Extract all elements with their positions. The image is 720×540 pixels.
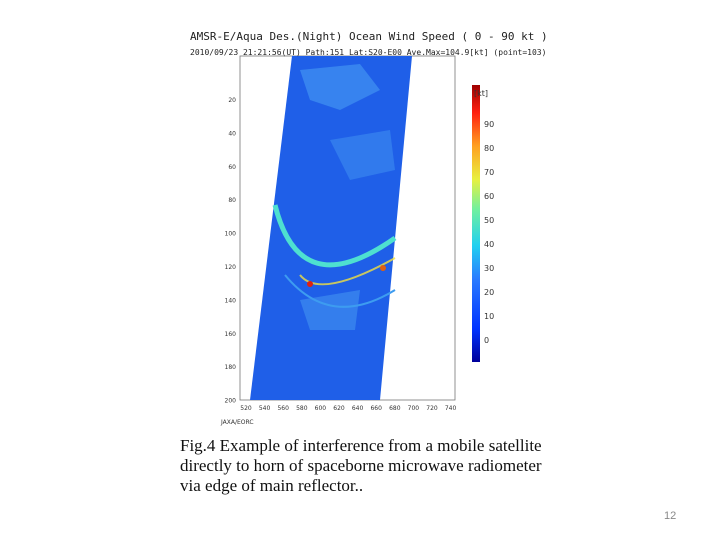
colorbar-label: 70: [484, 168, 494, 177]
caption-line: via edge of main reflector..: [180, 476, 363, 495]
colorbar-unit: [kt]: [474, 89, 488, 98]
colorbar-label: 80: [484, 144, 494, 153]
colorbar-label: 60: [484, 192, 494, 201]
x-tick-label: 600: [315, 405, 327, 412]
colorbar-label: 10: [484, 312, 494, 321]
y-tick-label: 120: [225, 264, 237, 271]
x-tick-label: 580: [296, 405, 308, 412]
page-number: 12: [664, 510, 676, 522]
figure-subtitle: 2010/09/23 21:21:56(UT) Path:151 Lat:S20…: [190, 48, 546, 57]
colorbar-label: 20: [484, 288, 494, 297]
colorbar-label: 0: [484, 336, 489, 345]
x-tick-label: 560: [277, 405, 289, 412]
x-tick-label: 640: [352, 405, 364, 412]
y-tick-label: 40: [228, 130, 236, 137]
y-tick-label: 80: [228, 197, 236, 204]
y-tick-label: 140: [225, 297, 237, 304]
x-tick-label: 520: [240, 405, 252, 412]
caption-line: Fig.4 Example of interference from a mob…: [180, 436, 542, 455]
colorbar-label: 90: [484, 120, 494, 129]
y-tick-label: 180: [225, 364, 237, 371]
credit: JAXA/EORC: [220, 419, 254, 426]
x-tick-label: 740: [445, 405, 457, 412]
y-tick-label: 60: [228, 164, 236, 171]
figure-title: AMSR-E/Aqua Des.(Night) Ocean Wind Speed…: [190, 30, 548, 43]
y-tick-label: 200: [225, 398, 237, 405]
y-tick-label: 20: [228, 97, 236, 104]
colorbar-label: 30: [484, 264, 494, 273]
x-tick-label: 720: [426, 405, 438, 412]
x-tick-label: 700: [408, 405, 420, 412]
x-tick-label: 660: [370, 405, 382, 412]
x-tick-label: 620: [333, 405, 345, 412]
y-tick-label: 160: [225, 331, 237, 338]
colorbar: [472, 85, 480, 362]
map: [239, 55, 480, 401]
caption-line: directly to horn of spaceborne microwave…: [180, 456, 542, 475]
x-tick-label: 540: [259, 405, 271, 412]
x-tick-label: 680: [389, 405, 401, 412]
y-tick-label: 100: [225, 231, 237, 238]
colorbar-label: 50: [484, 216, 494, 225]
colorbar-label: 40: [484, 240, 494, 249]
